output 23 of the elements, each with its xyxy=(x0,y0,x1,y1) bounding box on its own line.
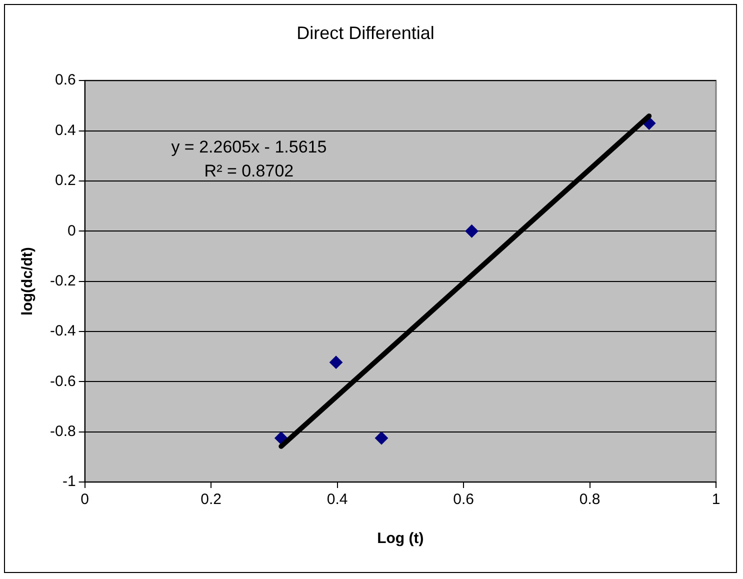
chart-title: Direct Differential xyxy=(296,22,434,43)
x-tick-label: 0.2 xyxy=(200,491,222,508)
point xyxy=(465,224,478,238)
y-tick-label: 0.6 xyxy=(54,72,76,89)
x-tick-label: 0.6 xyxy=(453,491,474,508)
y-tick-label: -0.4 xyxy=(50,322,76,340)
x-tick-label: 1 xyxy=(712,491,720,508)
y-tick-label: 0.2 xyxy=(54,172,76,190)
y-tick-label: 0.4 xyxy=(54,122,76,139)
y-tick-label: -1 xyxy=(62,473,76,490)
x-tick-label: 0.4 xyxy=(326,491,348,508)
y-tick-label: 0 xyxy=(68,222,76,240)
annotation: R² = 0.8702 xyxy=(204,162,294,181)
annotation: y = 2.2605x - 1.5615 xyxy=(171,138,327,157)
y-axis-title: log(dc/dt) xyxy=(19,247,36,316)
x-tick-label: 0 xyxy=(80,491,90,508)
y-tick-label: -0.8 xyxy=(50,422,76,440)
y-tick-label: -0.2 xyxy=(50,272,76,290)
point xyxy=(374,432,388,445)
y-tick-label: -0.6 xyxy=(50,372,76,390)
x-axis-title: Log (t) xyxy=(377,530,424,548)
x-tick-label: 0.8 xyxy=(579,491,600,508)
point xyxy=(330,356,343,369)
